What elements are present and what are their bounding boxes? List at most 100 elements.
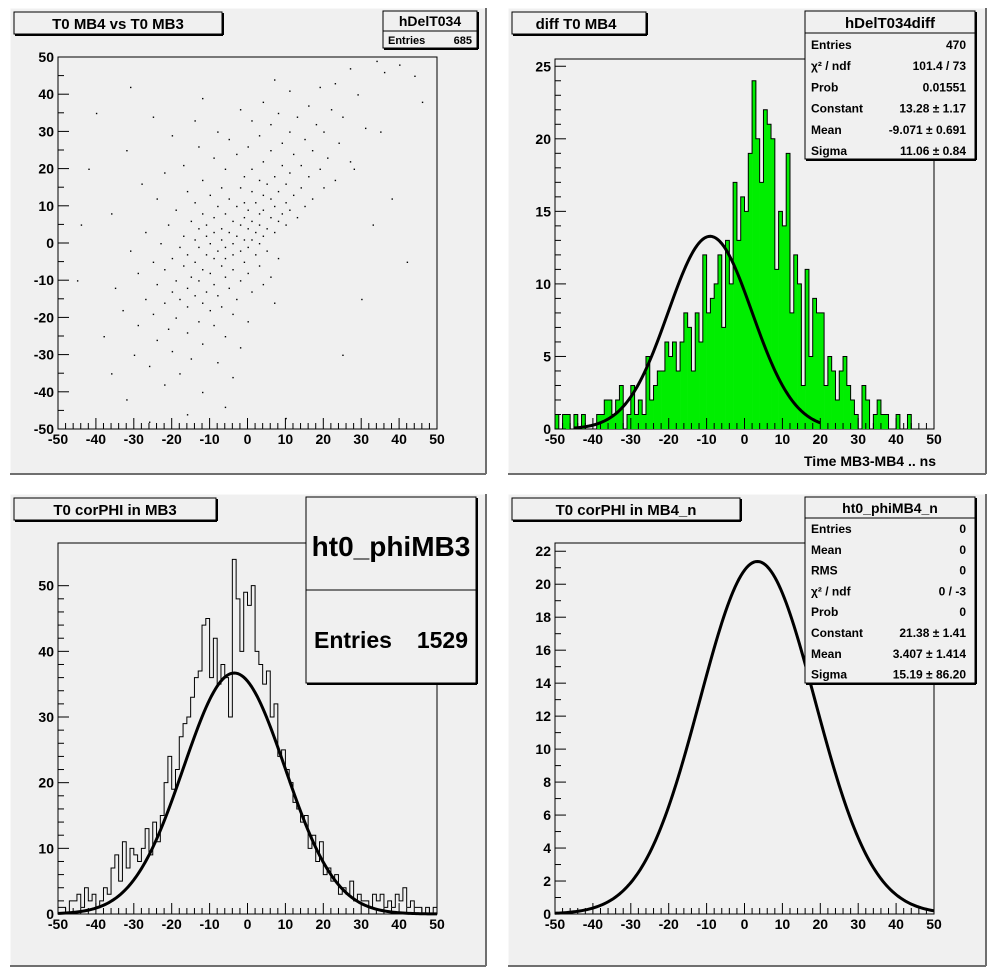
scatter-point bbox=[186, 332, 189, 334]
scatter-point bbox=[224, 213, 227, 215]
histogram-bar bbox=[676, 370, 681, 429]
histogram-bar bbox=[824, 385, 829, 429]
histogram-bar bbox=[896, 414, 901, 429]
pad-bottom-right: -50 -40 -30 -20 -10 0 10 20 30 40 50 0 2 4 6 8 10 12 14 16 1… bbox=[507, 493, 987, 967]
scatter-point bbox=[258, 265, 261, 267]
x-tick-label: 0 bbox=[244, 431, 252, 447]
histogram-outline bbox=[57, 558, 438, 915]
histogram-bar bbox=[797, 283, 802, 429]
scatter-point bbox=[190, 276, 193, 278]
histogram-step-line bbox=[57, 558, 438, 915]
scatter-point bbox=[202, 391, 204, 394]
scatter-point bbox=[334, 83, 337, 85]
histogram-bar bbox=[717, 254, 723, 429]
scatter-point bbox=[323, 187, 325, 189]
stats-label: Entries bbox=[811, 38, 852, 52]
x-tick-label: -20 bbox=[162, 431, 182, 447]
chart-title: diff T0 MB4 bbox=[536, 16, 617, 33]
x-tick-label: 40 bbox=[888, 431, 904, 447]
scatter-point bbox=[281, 142, 284, 144]
y-tick-label: -10 bbox=[34, 272, 54, 288]
stats-label: RMS bbox=[811, 564, 838, 578]
histogram-bar bbox=[880, 414, 886, 429]
histogram-bar bbox=[861, 385, 867, 429]
scatter-point bbox=[183, 235, 185, 237]
y-tick-label: 50 bbox=[38, 578, 54, 594]
scatter-point bbox=[171, 291, 174, 293]
scatter-point bbox=[266, 228, 268, 230]
scatter-point bbox=[289, 90, 291, 92]
histogram-bar bbox=[865, 399, 870, 429]
scatter-point bbox=[190, 358, 193, 360]
histogram-bar bbox=[653, 385, 658, 429]
scatter-point bbox=[202, 213, 204, 215]
scatter-point bbox=[205, 235, 208, 237]
scatter-point bbox=[319, 168, 321, 170]
y-tick-label: 10 bbox=[38, 198, 54, 214]
scatter-point bbox=[311, 198, 314, 200]
stats-name: hDelT034 bbox=[399, 13, 461, 29]
scatter-point bbox=[342, 354, 344, 356]
scatter-point bbox=[175, 317, 177, 319]
histogram-bar bbox=[801, 385, 806, 429]
scatter-point bbox=[130, 86, 132, 89]
scatter-point bbox=[304, 205, 306, 208]
histogram-bar bbox=[846, 385, 851, 429]
scatter-point bbox=[76, 280, 79, 282]
scatter-point bbox=[228, 287, 230, 290]
y-tick-label: 10 bbox=[535, 276, 551, 292]
stats-label: Constant bbox=[811, 626, 863, 640]
title-box: diff T0 MB4 bbox=[511, 11, 648, 36]
scatter-point bbox=[152, 261, 155, 263]
stats-value: 15.19 ± 86.20 bbox=[893, 668, 967, 682]
histogram-bar bbox=[573, 414, 579, 429]
scatter-point bbox=[270, 123, 272, 126]
gaussian-fit-line bbox=[554, 559, 935, 915]
scatter-point bbox=[171, 135, 174, 137]
scatter-point bbox=[372, 224, 374, 226]
scatter-point bbox=[243, 216, 246, 219]
scatter-point bbox=[111, 213, 113, 215]
scatter-point bbox=[262, 209, 265, 211]
x-tick-label: 10 bbox=[775, 431, 791, 447]
scatter-point bbox=[205, 254, 208, 256]
scatter-point bbox=[349, 68, 352, 70]
scatter-point bbox=[270, 198, 272, 200]
histogram-bar bbox=[873, 414, 878, 429]
scatter-point bbox=[251, 120, 253, 122]
scatter-point bbox=[247, 246, 249, 249]
histogram-bar bbox=[843, 356, 848, 429]
x-tick-label: -10 bbox=[696, 431, 716, 447]
scatter-point bbox=[266, 250, 268, 252]
scatter-point bbox=[247, 272, 249, 275]
x-tick-label: -10 bbox=[199, 916, 219, 932]
scatter-point bbox=[175, 280, 177, 282]
x-tick-label: 30 bbox=[850, 431, 866, 447]
histogram-bar bbox=[805, 269, 810, 429]
scatter-point bbox=[217, 250, 219, 252]
stats-label: Mean bbox=[811, 123, 842, 137]
scatter-point bbox=[406, 261, 409, 263]
scatter-point bbox=[220, 265, 223, 267]
pad-top-right: -50 -40 -30 -20 -10 0 10 20 30 40 50 0 5 10 15 20 25 Tim… bbox=[507, 7, 987, 475]
scatter-point bbox=[156, 283, 158, 286]
scatter-point bbox=[277, 190, 280, 193]
gaussian-fit-line bbox=[57, 671, 438, 916]
scatter-point bbox=[167, 328, 170, 330]
scatter-point bbox=[179, 373, 181, 375]
y-tick-label: -20 bbox=[34, 309, 54, 325]
scatter-point bbox=[285, 224, 287, 226]
scatter-point bbox=[277, 220, 280, 223]
histogram-bar bbox=[812, 298, 817, 429]
scatter-point bbox=[323, 131, 325, 133]
histogram-bar bbox=[808, 356, 814, 429]
histogram-bar bbox=[831, 370, 836, 429]
histogram-outline bbox=[554, 80, 934, 430]
x-tick-label: -50 bbox=[48, 431, 68, 447]
scatter-point bbox=[236, 153, 238, 156]
histogram-bar bbox=[680, 341, 685, 429]
axes: -50 -40 -30 -20 -10 0 10 20 30 40 50 -50 -40 -30 -20 -1… bbox=[34, 49, 445, 447]
histogram-bar bbox=[691, 370, 696, 429]
x-tick-label: 20 bbox=[316, 431, 332, 447]
histogram-bar bbox=[710, 298, 715, 429]
